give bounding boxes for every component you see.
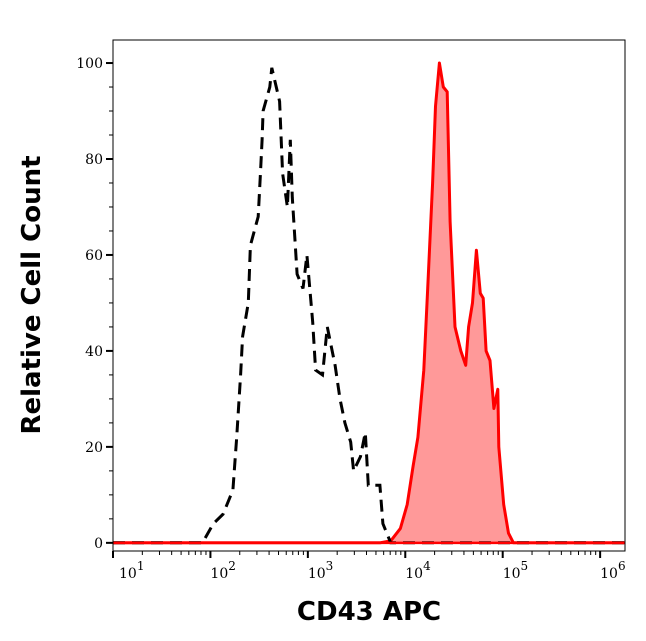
x-tick-label: 105	[503, 559, 528, 582]
y-tick-label: 100	[76, 56, 103, 72]
y-tick-label: 80	[85, 152, 103, 168]
series-line-stained	[113, 61, 625, 545]
x-tick-label: 102	[210, 559, 235, 582]
y-tick-label: 0	[94, 536, 103, 552]
series-line-control	[113, 67, 625, 545]
series-fill-area	[113, 63, 625, 543]
x-tick-label: 106	[600, 559, 625, 582]
x-tick-label: 103	[308, 559, 333, 582]
series-layer	[113, 61, 625, 545]
x-tick-label: 101	[119, 559, 144, 582]
x-tick-label: 104	[405, 559, 431, 582]
y-tick-label: 40	[85, 344, 103, 360]
axis-layer: 101 102 103 104 105 106 0 20 40 60 80 100	[76, 56, 625, 582]
plot-frame	[112, 39, 626, 552]
y-tick-label: 20	[85, 440, 103, 456]
x-axis-title: CD43 APC	[297, 597, 441, 627]
y-tick-label: 60	[85, 248, 103, 264]
y-axis-title: Relative Cell Count	[17, 155, 47, 434]
